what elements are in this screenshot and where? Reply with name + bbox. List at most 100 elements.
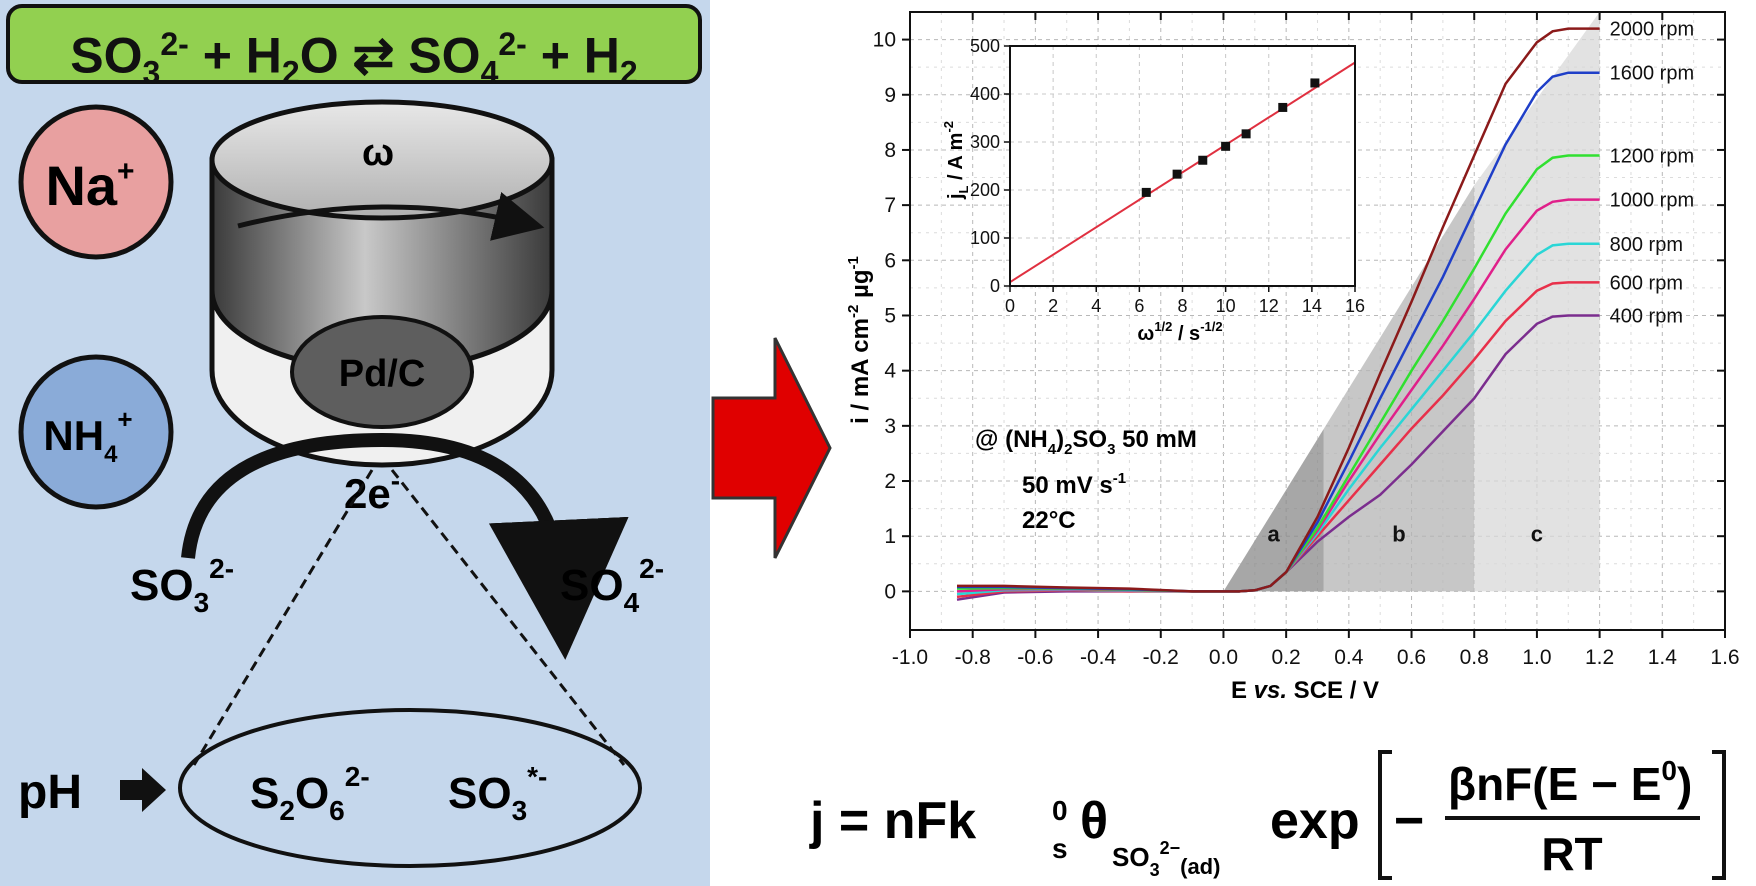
main-x-tick-label-12: 1.4	[1648, 646, 1678, 669]
nh4-ion-circle	[18, 354, 174, 510]
inset-x-tick-label-8: 16	[1345, 296, 1365, 316]
series-line-2000-rpm	[957, 27, 1600, 593]
region-c	[1474, 12, 1600, 592]
temperature-annotation: 22°C	[1022, 507, 1076, 534]
main-x-tick-label-7: 0.4	[1334, 646, 1364, 669]
main-x-tick-label-9: 0.8	[1460, 646, 1489, 669]
equation-theta-sub: SO32−(ad)	[1112, 838, 1220, 880]
region-label-c: c	[1531, 522, 1543, 547]
equation-numerator: βnF(E − E0)	[1448, 755, 1692, 810]
inset-y-tick-label-3: 300	[970, 132, 1000, 152]
rate-equation: j = nFk 0 s θ SO32−(ad) exp − βnF(E − E0…	[809, 750, 1726, 880]
main-x-axis-label: E vs. SCE / V	[1231, 677, 1379, 704]
inset-x-tick-label-7: 14	[1302, 296, 1322, 316]
concentration-annotation: @ (NH4)2SO3 50 mM	[975, 426, 1197, 458]
equation-left-bracket	[1378, 750, 1392, 880]
main-y-tick-label-5: 5	[884, 304, 896, 327]
main-x-tick-label-0: -1.0	[892, 646, 928, 669]
main-x-tick-label-8: 0.6	[1397, 646, 1426, 669]
main-x-tick-label-6: 0.2	[1272, 646, 1301, 669]
scan-rate-annotation: 50 mV s-1	[1022, 470, 1126, 499]
na-ion-circle	[18, 104, 174, 260]
equation-minus: −	[1394, 792, 1424, 850]
equation-k-sub: s	[1052, 833, 1068, 864]
main-x-tick-label-1: -0.8	[955, 646, 991, 669]
series-label-2000-rpm: 2000 rpm	[1610, 19, 1695, 41]
series-label-1600-rpm: 1600 rpm	[1610, 63, 1695, 85]
reaction-equation: SO32- + H2O ⇄ SO42- + H2	[6, 4, 702, 91]
series-label-600-rpm: 600 rpm	[1610, 272, 1683, 294]
main-x-tick-label-5: 0.0	[1209, 646, 1238, 669]
inset-point-2	[1198, 155, 1208, 165]
big-red-arrow-icon	[711, 337, 832, 559]
equation-theta: θ	[1080, 792, 1108, 850]
inset-y-tick-label-1: 100	[970, 228, 1000, 248]
inset-chart: 0 2 4 6 8 10 12 14 16 0 100 200 300 400 500	[970, 36, 1365, 316]
electrode-label: Pd/C	[339, 353, 426, 395]
main-y-tick-label-2: 2	[884, 470, 896, 493]
inset-x-tick-label-3: 6	[1134, 296, 1144, 316]
main-x-tick-label-2: -0.6	[1017, 646, 1053, 669]
equilibrium-arrow: ⇄	[352, 27, 395, 84]
inset-point-0	[1141, 187, 1151, 197]
equation-exp: exp	[1270, 792, 1360, 850]
main-x-tick-label-3: -0.4	[1080, 646, 1117, 669]
series-label-1200-rpm: 1200 rpm	[1610, 145, 1695, 167]
dithionate-label: S2O62-	[250, 761, 370, 826]
equation-lhs: j = nFk	[809, 792, 976, 850]
main-x-tick-label-10: 1.0	[1522, 646, 1551, 669]
pd-c-electrode	[290, 315, 474, 429]
inset-x-tick-label-1: 2	[1048, 296, 1058, 316]
main-plot-frame	[909, 11, 1726, 631]
ph-arrow-icon	[120, 768, 166, 812]
main-y-tick-label-0: 0	[884, 580, 896, 603]
inset-y-tick-label-4: 400	[970, 84, 1000, 104]
inset-x-tick-label-0: 0	[1005, 296, 1015, 316]
series-label-800-rpm: 800 rpm	[1610, 234, 1683, 256]
equation-right-bracket	[1712, 750, 1726, 880]
inset-x-tick-label-2: 4	[1091, 296, 1101, 316]
series-label-1000-rpm: 1000 rpm	[1610, 190, 1695, 212]
inset-point-3	[1221, 141, 1231, 151]
main-y-tick-label-6: 6	[884, 249, 896, 272]
inset-x-tick-label-5: 10	[1216, 296, 1236, 316]
main-y-tick-label-8: 8	[884, 139, 896, 162]
sulfite-radical-label: SO3*-	[448, 761, 547, 826]
zoom-line-left	[192, 469, 374, 766]
main-y-tick-label-10: 10	[873, 29, 896, 52]
main-y-tick-label-3: 3	[884, 415, 896, 438]
inset-x-axis-label: ω1/2 / s-1/2	[1137, 319, 1222, 345]
main-y-axis-label: i / mA cm-2 µg-1	[845, 256, 874, 424]
nh4-ion-label: NH4+	[43, 404, 132, 468]
inset-x-tick-label-4: 8	[1177, 296, 1187, 316]
main-chart: a b c 400 rpm 600 rpm 800 rpm 1000 rpm 1200 rpm…	[873, 11, 1740, 669]
sulfate-label: SO42-	[560, 553, 664, 618]
inset-point-4	[1241, 129, 1251, 139]
intermediates-ellipse	[178, 708, 642, 868]
main-x-tick-label-13: 1.6	[1710, 646, 1739, 669]
rotation-arrow	[237, 192, 545, 241]
inset-point-1	[1172, 169, 1182, 179]
main-x-tick-label-11: 1.2	[1585, 646, 1614, 669]
ph-label: pH	[18, 766, 82, 819]
inset-fit-line	[1009, 61, 1356, 284]
inset-point-6	[1310, 78, 1320, 88]
sulfite-label: SO32-	[130, 553, 234, 618]
inset-y-axis-label: jL / A m-2	[941, 121, 971, 200]
series-label-400-rpm: 400 rpm	[1610, 305, 1683, 327]
inset-y-tick-label-5: 500	[970, 36, 1000, 56]
main-y-tick-label-7: 7	[884, 194, 896, 217]
main-y-tick-label-1: 1	[884, 525, 896, 548]
main-x-tick-label-4: -0.2	[1143, 646, 1179, 669]
omega-label: ω	[362, 132, 394, 174]
inset-point-5	[1278, 102, 1288, 112]
na-ion-label: Na+	[45, 154, 134, 217]
inset-x-tick-label-6: 12	[1259, 296, 1279, 316]
inset-y-tick-label-2: 200	[970, 180, 1000, 200]
equation-k-sup: 0	[1052, 795, 1068, 826]
main-y-tick-label-9: 9	[884, 84, 896, 107]
electron-transfer-arrow	[181, 432, 629, 660]
main-y-tick-label-4: 4	[884, 360, 896, 383]
zoom-line-right	[390, 469, 626, 766]
